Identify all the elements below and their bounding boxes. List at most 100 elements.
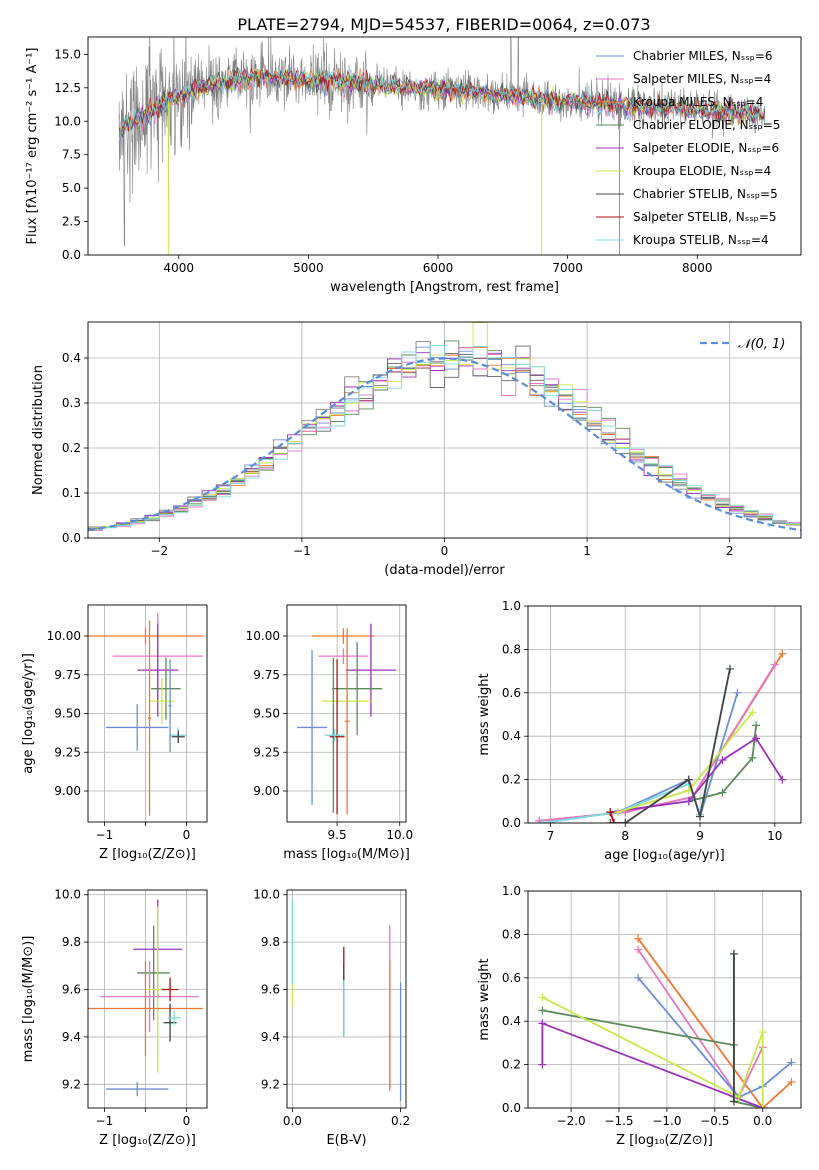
x-tick-label: 8 <box>621 829 629 843</box>
series-marker <box>718 756 727 765</box>
series-line <box>542 953 763 1108</box>
x-axis-label: mass [log₁₀(M/M⊙)] <box>283 847 410 862</box>
axes-frame <box>286 889 407 1109</box>
y-tick-label: 9.00 <box>253 784 280 798</box>
series-marker <box>752 721 761 730</box>
series-marker <box>752 734 761 743</box>
x-tick-label: 10.0 <box>386 828 413 842</box>
y-tick-label: 9.6 <box>62 983 81 997</box>
x-tick-label: 0.2 <box>391 1114 410 1128</box>
series-marker <box>729 949 738 958</box>
series-marker <box>621 819 630 823</box>
legend-label: Chabrier ELODIE, Nₛₛₚ=5 <box>633 118 780 132</box>
x-axis-label: wavelength [Angstrom, rest frame] <box>330 280 559 295</box>
y-tick-label: 9.25 <box>253 745 280 759</box>
series-line <box>610 737 784 813</box>
legend-label: Salpeter ELODIE, Nₛₛₚ=6 <box>633 141 779 155</box>
panel-mass_vs_ebv: 0.0 0.2 9.2 9.4 9.6 9.8 10.0 E(B-V) <box>253 888 410 1148</box>
plot-area <box>535 649 787 823</box>
x-tick-label: 1 <box>583 544 591 558</box>
y-tick-label: 0.3 <box>62 396 81 410</box>
y-tick-label: 0.0 <box>502 816 521 830</box>
y-tick-label: 9.25 <box>54 745 81 759</box>
panel-mass_vs_Z: −1 0 9.2 9.4 9.6 9.8 10.0 Z [log₁₀(Z/Z⊙)] mass [… <box>21 888 208 1148</box>
legend-label: Salpeter MILES, Nₛₛₚ=4 <box>633 72 771 86</box>
y-tick-label: 10.0 <box>54 114 81 128</box>
series-marker <box>718 788 727 797</box>
y-tick-label: 0.2 <box>502 1058 521 1072</box>
series-marker <box>538 1019 547 1028</box>
x-axis-label: (data-model)/error <box>384 563 505 578</box>
x-axis-label: age [log₁₀(age/yr)] <box>604 848 725 863</box>
series-line <box>542 668 731 823</box>
x-tick-label: 0.0 <box>753 1114 772 1128</box>
panel-residuals: −2 −1 0 1 2 0.0 0.1 0.2 0.3 0.4 (data-model)/error… <box>31 321 802 578</box>
series-line <box>610 668 731 823</box>
y-tick-label: 15.0 <box>54 47 81 61</box>
y-tick-label: 10.0 <box>253 888 280 902</box>
y-tick-label: 12.5 <box>54 81 81 95</box>
panel-spectrum: 4000 5000 6000 7000 8000 0.0 2.5 5.0 7.5 10.0 12.5… <box>25 36 802 295</box>
y-tick-label: 0.8 <box>502 927 521 941</box>
series-marker <box>684 775 693 784</box>
plot-area <box>297 623 396 815</box>
series-marker <box>606 808 615 817</box>
series-marker <box>778 775 787 784</box>
y-tick-label: 0.0 <box>502 1101 521 1115</box>
plot-area <box>291 899 402 1101</box>
series-marker <box>538 819 547 823</box>
axes-frame <box>87 321 802 539</box>
figure-title: PLATE=2794, MJD=54537, FIBERID=0064, z=0… <box>237 15 650 34</box>
legend-label: Chabrier MILES, Nₛₛₚ=6 <box>633 49 773 63</box>
x-tick-label: 7 <box>547 829 555 843</box>
series-line <box>541 1022 764 1108</box>
series-marker <box>758 1104 767 1108</box>
y-tick-label: 10.00 <box>47 629 81 643</box>
y-tick-label: 9.6 <box>261 983 280 997</box>
y-axis-label: Normed distribution <box>31 365 46 495</box>
y-tick-label: 0.6 <box>502 971 521 985</box>
x-tick-label: 7000 <box>552 261 583 275</box>
axes-frame <box>527 890 802 1109</box>
y-axis-label: age [log₁₀(age/yr)] <box>21 653 36 774</box>
y-tick-label: 0.0 <box>62 531 81 545</box>
y-tick-label: 0.6 <box>502 686 521 700</box>
series-marker <box>610 819 619 823</box>
y-tick-label: 0.4 <box>502 729 521 743</box>
plot-area <box>88 612 203 816</box>
x-axis-label: Z [log₁₀(Z/Z⊙)] <box>616 1133 713 1148</box>
legend-label: Kroupa ELODIE, Nₛₛₚ=4 <box>633 164 771 178</box>
series-marker <box>538 1060 547 1069</box>
series-line <box>609 811 615 823</box>
series-marker <box>787 1058 796 1067</box>
y-tick-label: 10.00 <box>246 629 280 643</box>
x-tick-label: −1.5 <box>604 1114 633 1128</box>
y-axis-label: mass weight <box>477 673 492 755</box>
y-tick-label: 5.0 <box>62 181 81 195</box>
y-tick-label: 9.2 <box>62 1077 81 1091</box>
x-tick-label: 0 <box>183 828 191 842</box>
x-tick-label: 8000 <box>682 261 713 275</box>
series-marker <box>725 664 734 673</box>
axes-frame <box>87 889 208 1109</box>
panel-age_vs_Z: −1 0 9.00 9.25 9.50 9.75 10.00 Z [log₁₀(Z/Z⊙)] a… <box>21 604 208 862</box>
x-tick-label: −1.0 <box>652 1114 681 1128</box>
series-line <box>617 711 754 813</box>
series-marker <box>538 1006 547 1015</box>
y-tick-label: 9.75 <box>54 668 81 682</box>
plot-area <box>88 322 801 532</box>
y-tick-label: 9.2 <box>261 1077 280 1091</box>
x-tick-label: 4000 <box>163 261 194 275</box>
x-axis-label: Z [log₁₀(Z/Z⊙)] <box>99 847 196 862</box>
histogram <box>88 345 801 529</box>
spectrum-model <box>118 66 766 141</box>
series-marker <box>634 945 643 954</box>
x-tick-label: 0.0 <box>283 1114 302 1128</box>
series-line <box>688 725 757 803</box>
y-tick-label: 0.0 <box>62 248 81 262</box>
series-marker <box>729 1097 738 1106</box>
y-axis-label: Flux [fλ10⁻¹⁷ erg cm⁻² s⁻¹ A⁻¹] <box>25 48 40 245</box>
series-marker <box>535 816 544 823</box>
panel-age_vs_mass: 9.5 10.0 9.00 9.25 9.50 9.75 10.00 mass [log₁₀(… <box>246 604 413 862</box>
